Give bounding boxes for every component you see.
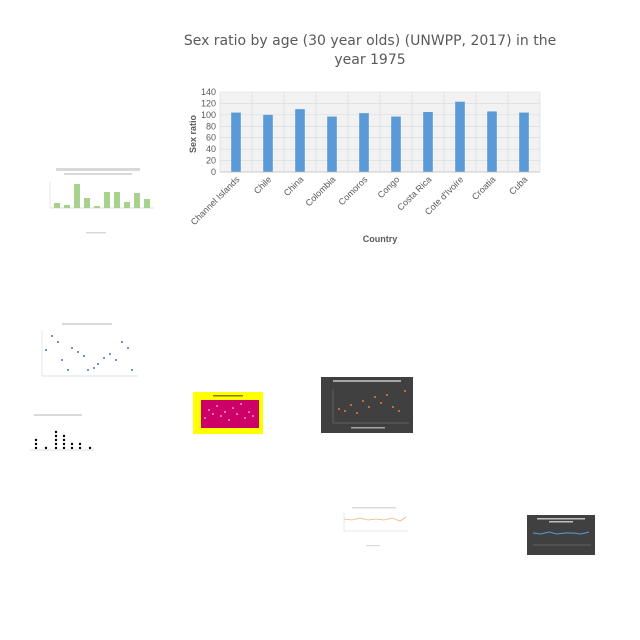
- main-chart: Sex ratio by age (30 year olds) (UNWPP, …: [180, 32, 560, 252]
- thumbnail-dark-scatter: [321, 377, 413, 433]
- chart-title: Sex ratio by age (30 year olds) (UNWPP, …: [183, 33, 557, 68]
- bar: [359, 113, 369, 172]
- bar: [423, 112, 433, 172]
- thumbnail-blue-scatter: [32, 320, 142, 390]
- y-tick-label: 20: [206, 156, 216, 166]
- bar: [231, 112, 241, 172]
- x-tick-label: Comoros: [337, 174, 370, 207]
- bar: [295, 109, 305, 172]
- thumbnail-dark-line: [527, 515, 595, 555]
- bar: [391, 116, 401, 172]
- bar: [455, 101, 465, 172]
- x-tick-label: Chile: [252, 174, 274, 196]
- thumbnail-orange-line: [336, 505, 410, 549]
- y-tick-label: 120: [201, 98, 216, 108]
- bar: [263, 114, 273, 172]
- thumbnail-green-bar-chart: [36, 164, 160, 236]
- bar: [487, 111, 497, 172]
- bar: [519, 112, 529, 172]
- y-tick-label: 80: [206, 121, 216, 131]
- y-axis-label: Sex ratio: [188, 114, 198, 153]
- x-tick-label: Colombia: [303, 174, 337, 208]
- y-tick-label: 0: [211, 167, 216, 177]
- bar: [327, 116, 337, 172]
- y-tick-label: 100: [201, 110, 216, 120]
- y-tick-label: 140: [201, 87, 216, 97]
- y-tick-label: 40: [206, 144, 216, 154]
- x-tick-label: Channel Islands: [189, 174, 242, 227]
- thumbnail-magenta-chart: [193, 392, 263, 434]
- thumbnail-dot-plot: [16, 412, 98, 460]
- x-tick-label: China: [282, 174, 306, 198]
- y-tick-label: 60: [206, 133, 216, 143]
- x-tick-label: Congo: [376, 174, 402, 200]
- x-axis-label: Country: [363, 234, 398, 244]
- x-tick-label: Cuba: [507, 174, 529, 196]
- x-tick-label: Croatia: [470, 174, 498, 202]
